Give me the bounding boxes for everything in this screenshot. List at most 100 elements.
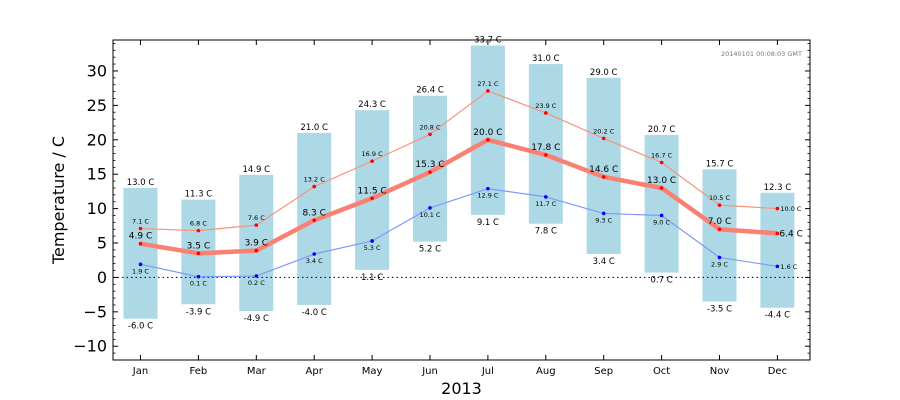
range-bar-dec	[760, 192, 795, 308]
x-axis-label: 2013	[441, 379, 482, 398]
series-label-mean-min: 11.7 C	[535, 200, 557, 208]
series-label-mean: 11.5 C	[358, 186, 387, 196]
x-tick-label-may: May	[362, 366, 383, 377]
series-label-mean-min: 10.1 C	[419, 211, 441, 219]
range-min-label: -3.9 C	[186, 307, 211, 317]
point-mean-min	[544, 195, 548, 199]
point-mean-max	[544, 111, 548, 115]
axis-ticks: −10 −5 0 5 10 15 20 25 30 Jan Feb Mar Apr May Jun Jul Au…	[73, 40, 810, 377]
series-label-mean-max: 20.2 C	[593, 127, 615, 135]
point-mean-min	[312, 252, 317, 256]
x-tick-label-oct: Oct	[653, 366, 670, 377]
point-mean-max	[370, 159, 374, 163]
point-mean	[370, 196, 374, 201]
point-mean	[138, 241, 143, 246]
point-mean-min	[428, 206, 432, 210]
point-mean-min	[717, 255, 722, 260]
x-tick-label-sep: Sep	[594, 366, 613, 377]
range-min-label: -4.0 C	[302, 308, 327, 318]
point-mean	[196, 251, 201, 256]
point-mean	[659, 186, 664, 190]
point-mean-min	[254, 274, 259, 278]
point-mean	[428, 170, 432, 174]
range-min-label: -3.5 C	[707, 305, 732, 315]
y-tick-label: 5	[97, 234, 107, 253]
range-min-label: -4.9 C	[244, 314, 269, 324]
x-tick-label-nov: Nov	[710, 366, 730, 377]
point-mean-min	[659, 213, 664, 218]
point-mean-min	[196, 274, 201, 279]
point-mean-max	[196, 228, 201, 233]
range-min-label: -6.0 C	[128, 322, 153, 332]
series-label-mean-min: 9.3 C	[595, 216, 612, 224]
series-label-mean: 3.5 C	[187, 241, 210, 251]
range-max-label: 11.3 C	[185, 190, 213, 200]
x-tick-label-jul: Jul	[481, 366, 494, 377]
y-tick-label: 30	[87, 61, 107, 80]
point-mean	[601, 175, 606, 179]
series-label-mean-max: 13.2 C	[304, 176, 326, 184]
series-label-mean-max: 10.5 C	[709, 194, 731, 202]
point-mean-min	[775, 264, 780, 269]
series-label-mean: 17.8 C	[531, 143, 560, 153]
series-label-mean-max: 16.9 C	[362, 150, 384, 158]
series-label-mean-min: 2.9 C	[711, 260, 728, 268]
range-min-label: 9.1 C	[477, 218, 499, 228]
point-mean-max	[428, 132, 432, 137]
x-tick-label-jan: Jan	[132, 366, 148, 377]
point-mean-max	[601, 136, 606, 141]
range-max-label: 26.4 C	[416, 86, 444, 96]
point-mean-max	[138, 226, 143, 231]
series-label-mean: 6.4 C	[779, 229, 802, 239]
point-mean	[717, 227, 722, 232]
series-label-mean-min: 1.9 C	[132, 267, 149, 275]
series-line-mean-max	[140, 90, 778, 232]
point-mean-max	[717, 203, 722, 207]
point-mean	[312, 218, 317, 223]
range-min-label: 5.2 C	[419, 245, 441, 255]
point-mean-max	[659, 160, 664, 165]
range-max-label: 13.0 C	[127, 178, 155, 188]
series-label-mean-max: 7.1 C	[132, 218, 149, 226]
series-label-mean-max: 16.7 C	[651, 151, 673, 159]
series-label-mean-min: 1.6 C	[780, 263, 797, 271]
range-bar-sep	[586, 77, 621, 255]
series-lines	[140, 90, 778, 278]
y-axis-label: Temperature / C	[49, 136, 68, 265]
series-label-mean: 15.3 C	[415, 160, 444, 170]
series-label-mean: 14.6 C	[589, 165, 618, 175]
y-tick-label: 15	[87, 165, 107, 184]
series-label-mean-max: 10.0 C	[780, 205, 802, 213]
range-max-label: 12.3 C	[764, 183, 792, 193]
series-label-mean-max: 27.1 C	[477, 80, 499, 88]
plot-frame	[112, 39, 811, 361]
y-tick-label: 10	[87, 199, 107, 218]
range-bar-jun	[413, 95, 447, 242]
series-label-mean-min: 5.3 C	[364, 244, 381, 252]
point-mean-max	[312, 184, 317, 189]
point-mean	[775, 231, 780, 236]
range-max-label: 15.7 C	[706, 159, 734, 169]
y-tick-label: −5	[83, 302, 107, 321]
value-labels: 13.0 C -6.0 C 11.3 C -3.9 C 14.9 C -4.9 C 21.0…	[127, 36, 803, 332]
point-mean-max	[486, 89, 490, 93]
range-max-label: 31.0 C	[532, 54, 560, 64]
series-line-mean	[140, 137, 778, 256]
series-label-mean-max: 20.8 C	[419, 123, 441, 131]
range-bar-jan	[123, 187, 158, 319]
range-min-label: 7.8 C	[535, 227, 557, 237]
timestamp-label: 20140101 00:08:03 GMT	[721, 50, 802, 58]
series-label-mean: 13.0 C	[647, 176, 676, 186]
point-mean-max	[254, 223, 259, 227]
series-label-mean-max: 23.9 C	[535, 102, 557, 110]
range-min-label: -4.4 C	[765, 311, 790, 321]
range-min-label: 3.4 C	[593, 257, 615, 267]
series-label-mean-min: 9.0 C	[653, 218, 670, 226]
series-label-mean: 8.3 C	[302, 208, 325, 218]
range-bar-nov	[702, 169, 737, 302]
point-mean-max	[775, 206, 780, 211]
series-label-mean-min: 0.1 C	[190, 280, 207, 288]
x-tick-label-dec: Dec	[768, 366, 787, 377]
range-min-label: 1.1 C	[361, 273, 383, 283]
